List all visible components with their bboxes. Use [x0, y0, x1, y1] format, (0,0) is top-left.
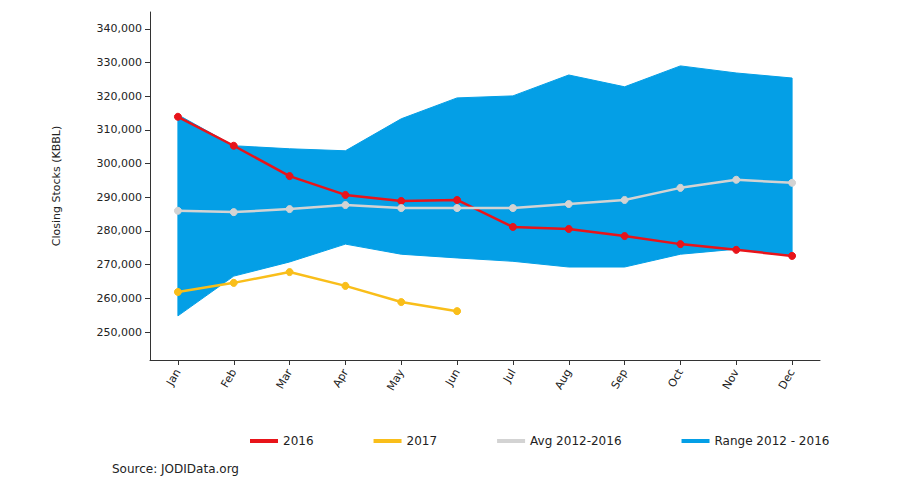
svg-text:Sep: Sep — [609, 367, 631, 391]
svg-text:280,000: 280,000 — [97, 224, 143, 237]
svg-text:250,000: 250,000 — [97, 326, 143, 339]
svg-text:Source: JODIData.org: Source: JODIData.org — [112, 462, 239, 476]
svg-text:Oct: Oct — [665, 366, 686, 390]
svg-text:Dec: Dec — [776, 367, 798, 392]
svg-text:340,000: 340,000 — [97, 22, 143, 35]
svg-text:2017: 2017 — [407, 434, 438, 448]
svg-text:Range 2012 - 2016: Range 2012 - 2016 — [715, 434, 830, 448]
svg-text:Jun: Jun — [442, 367, 462, 389]
svg-text:Mar: Mar — [274, 366, 296, 391]
svg-text:300,000: 300,000 — [97, 157, 143, 170]
svg-text:Feb: Feb — [218, 367, 239, 390]
svg-text:330,000: 330,000 — [97, 56, 143, 69]
svg-text:290,000: 290,000 — [97, 191, 143, 204]
svg-text:310,000: 310,000 — [97, 123, 143, 136]
svg-text:Nov: Nov — [720, 366, 742, 391]
svg-text:Jul: Jul — [500, 367, 518, 386]
svg-text:Avg 2012-2016: Avg 2012-2016 — [530, 434, 621, 448]
svg-text:260,000: 260,000 — [97, 292, 143, 305]
svg-text:Jan: Jan — [163, 367, 183, 389]
svg-text:Closing Stocks (KBBL): Closing Stocks (KBBL) — [50, 126, 63, 246]
svg-text:Apr: Apr — [330, 366, 351, 389]
svg-text:320,000: 320,000 — [97, 90, 143, 103]
svg-text:Aug: Aug — [552, 367, 574, 392]
svg-text:270,000: 270,000 — [97, 258, 143, 271]
svg-text:2016: 2016 — [283, 434, 314, 448]
svg-text:May: May — [384, 366, 407, 393]
